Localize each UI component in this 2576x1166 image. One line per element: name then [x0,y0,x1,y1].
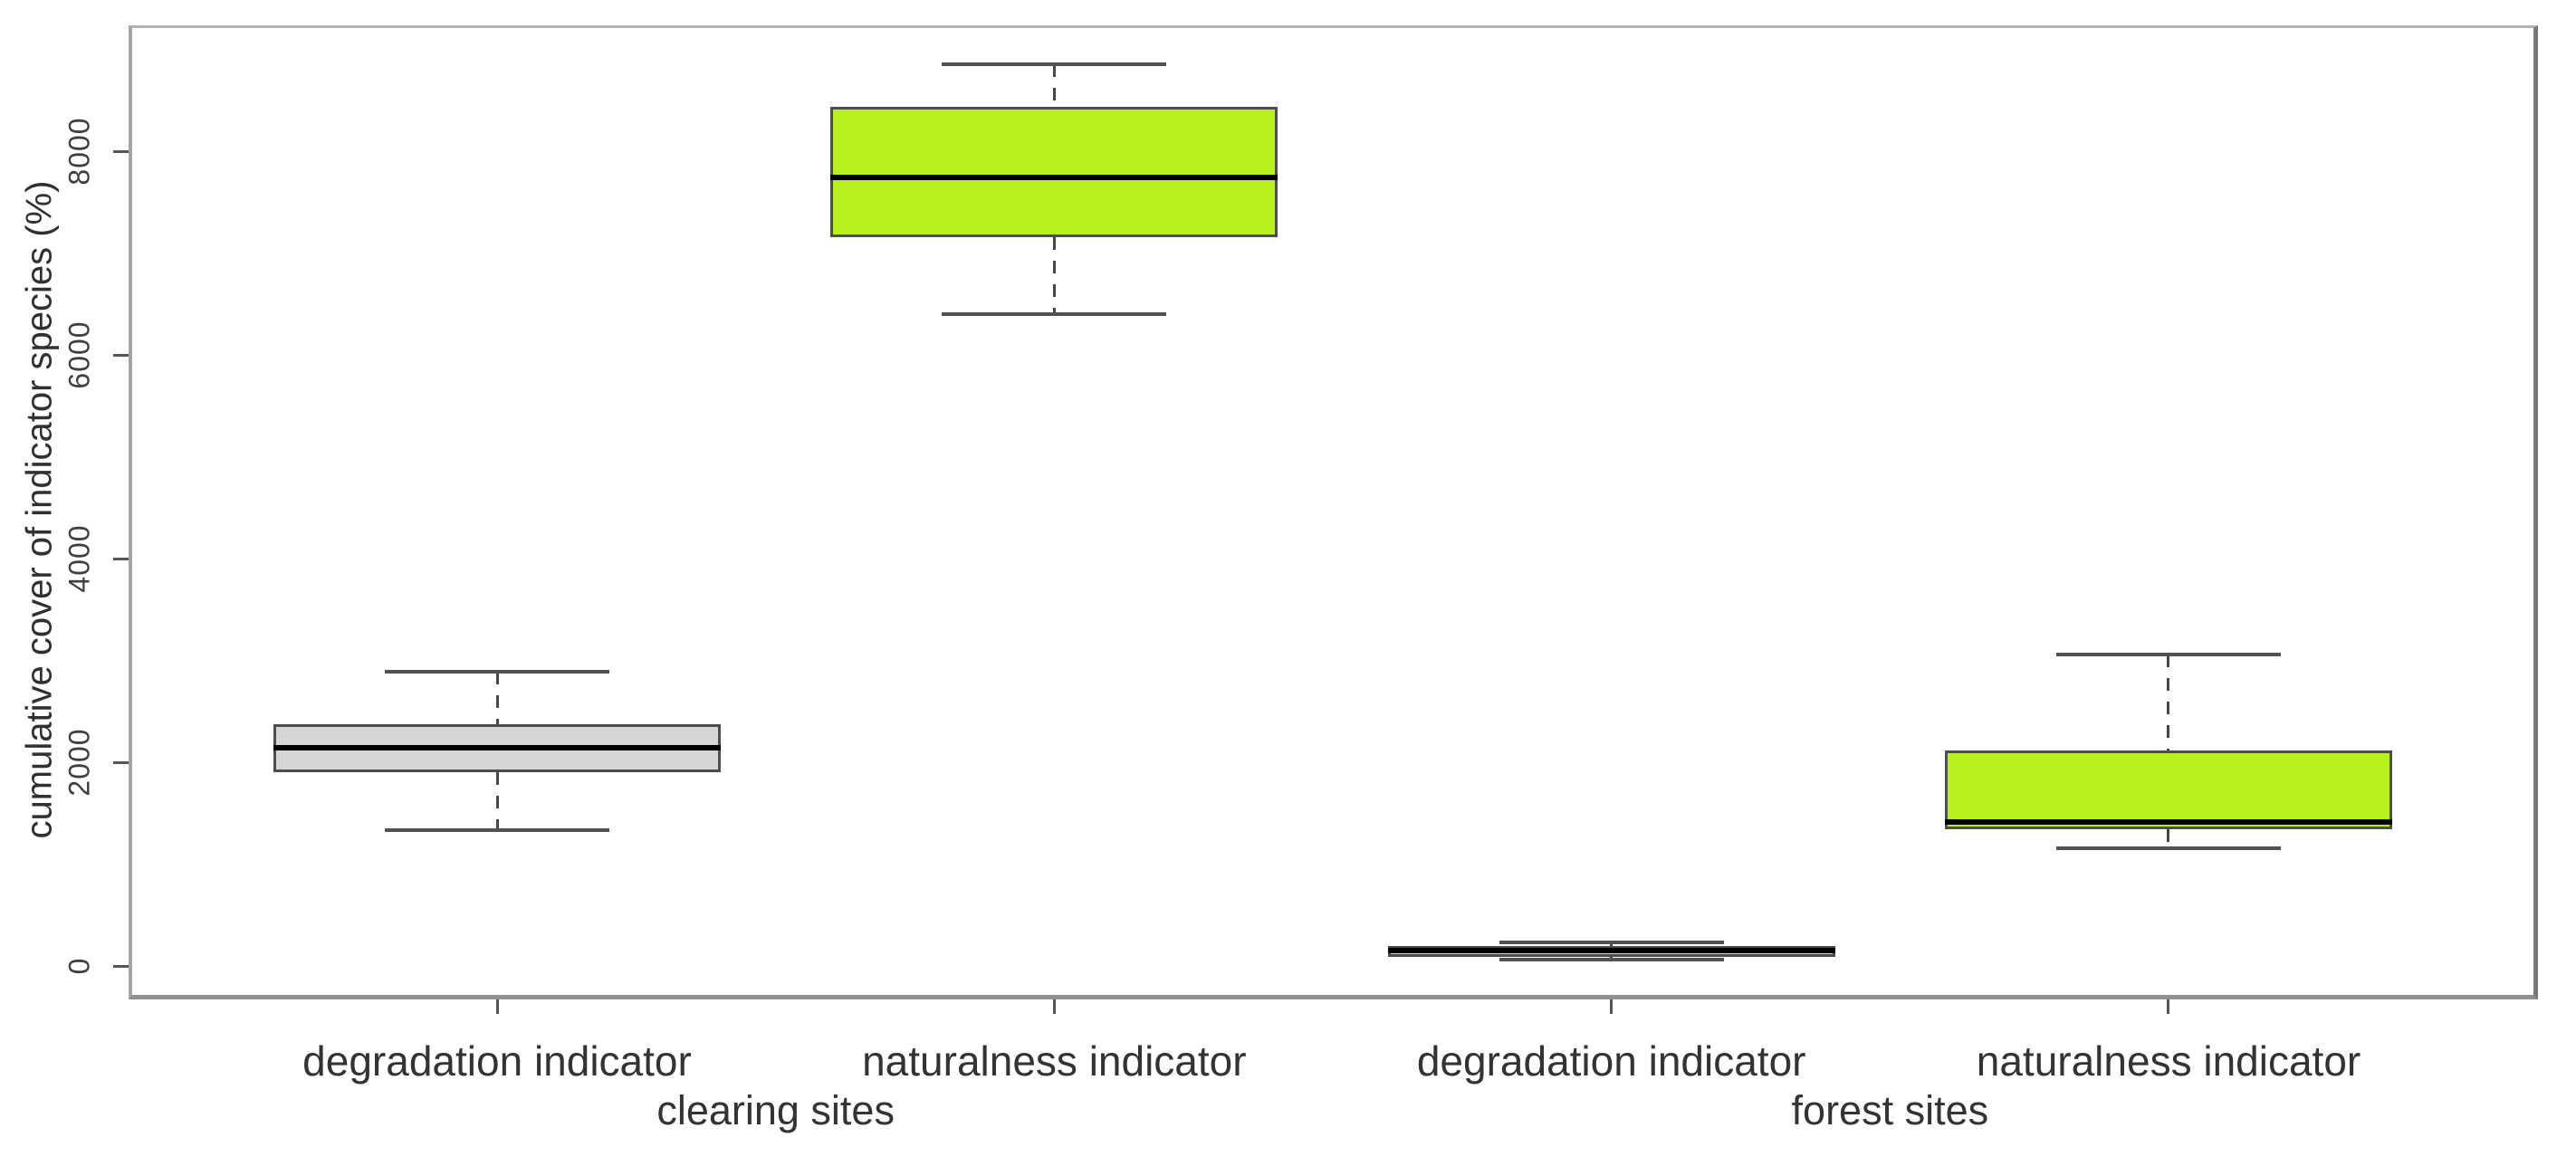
whisker-upper [2167,654,2170,750]
whisker-cap-high [942,62,1167,67]
x-label-1: naturalness indicator [862,1037,1247,1085]
whisker-cap-low [2055,846,2281,850]
whisker-cap-high [385,669,609,674]
x-tick [2167,999,2170,1014]
whisker-cap-low [385,828,609,833]
median-line [273,745,721,751]
whisker-lower [2167,829,2170,848]
whisker-upper [495,671,499,725]
whisker-lower [495,772,499,831]
y-tick-label-0: 0 [62,957,96,975]
y-tick-label-4000: 4000 [62,524,96,593]
y-tick [113,557,129,560]
x-group-label-0: clearing sites [656,1087,895,1133]
whisker-lower [1052,236,1056,314]
median-line [1387,948,1835,954]
x-tick [495,999,499,1014]
x-label-0: degradation indicator [302,1037,692,1085]
y-tick-label-6000: 6000 [62,320,96,389]
whisker-cap-high [2055,652,2281,656]
x-group-label-1: forest sites [1791,1087,1989,1133]
plot-area [129,25,2538,999]
y-tick [113,964,129,968]
x-label-2: degradation indicator [1416,1037,1806,1085]
y-tick-label-2000: 2000 [62,728,96,797]
box-forest-naturalness [1944,750,2392,830]
y-tick-label-8000: 8000 [62,117,96,186]
x-label-3: naturalness indicator [1976,1037,2361,1085]
x-tick [1052,999,1056,1014]
y-axis-title: cumulative cover of indicator species (%… [19,180,60,839]
y-tick [113,353,129,357]
y-tick [113,149,129,153]
whisker-upper [1052,64,1056,107]
whisker-cap-high [1499,941,1724,945]
whisker-cap-low [942,312,1167,316]
box-clearing-naturalness [830,106,1278,237]
plot-inner [132,28,2533,995]
x-tick [1610,999,1614,1014]
median-line [830,175,1278,181]
y-tick [113,760,129,764]
median-line [1944,819,2392,826]
whisker-cap-low [1499,958,1724,962]
